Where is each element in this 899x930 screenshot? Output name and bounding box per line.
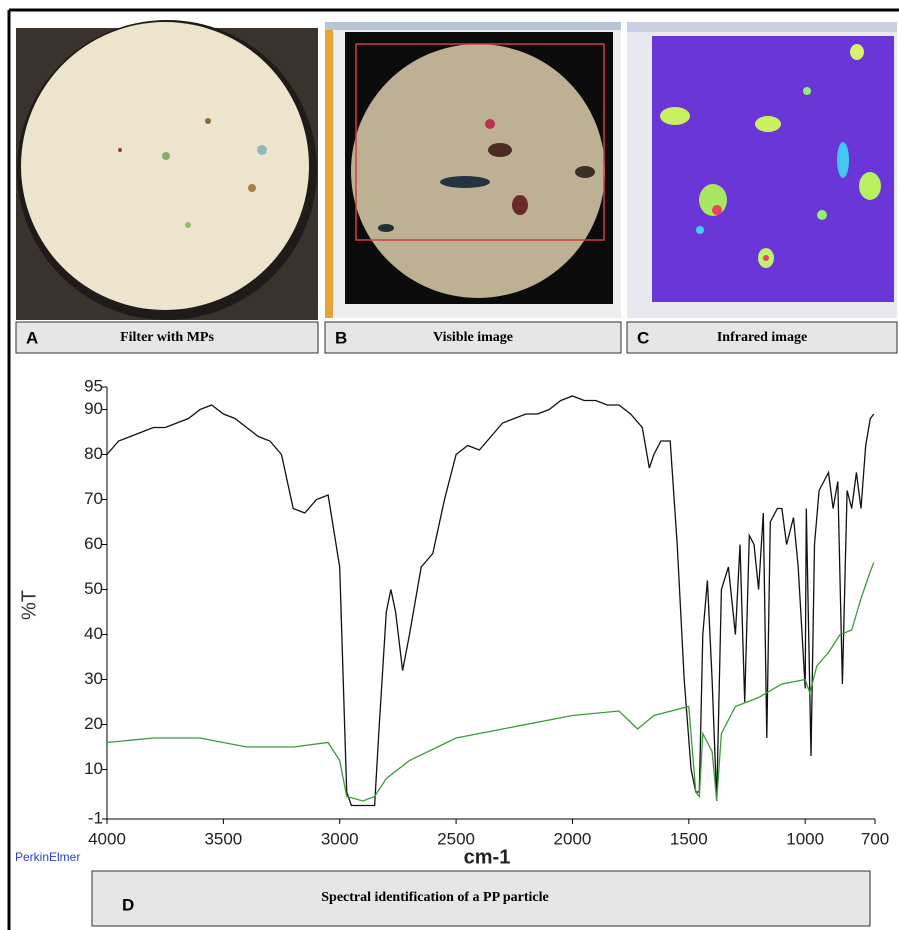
photo-c xyxy=(627,22,897,318)
y-tick-label: 95 xyxy=(84,376,103,395)
x-tick-label: 2000 xyxy=(554,829,592,848)
x-tick-label: 1000 xyxy=(786,829,824,848)
y-tick-label: 50 xyxy=(84,579,103,598)
x-axis-label: cm-1 xyxy=(464,846,511,868)
panel-caption: Filter with MPs xyxy=(120,330,214,345)
panel-caption: Visible image xyxy=(433,330,513,345)
x-tick-label: 4000 xyxy=(88,829,126,848)
caption-box xyxy=(324,321,622,354)
panel-letter: A xyxy=(26,328,38,347)
x-tick-label: 3500 xyxy=(204,829,242,848)
y-tick-label: 60 xyxy=(84,534,103,553)
y-tick-label: -1 xyxy=(88,808,103,827)
x-tick-label: 700 xyxy=(861,829,889,848)
photo-a xyxy=(16,20,318,320)
x-tick-label: 3000 xyxy=(321,829,359,848)
spectrum-line xyxy=(106,562,875,802)
y-tick-label: 70 xyxy=(84,489,103,508)
photo-b xyxy=(325,22,621,318)
caption-box xyxy=(626,321,898,354)
y-tick-label: 40 xyxy=(84,624,103,643)
y-tick-label: 20 xyxy=(84,714,103,733)
chart-caption: Spectral identification of a PP particle xyxy=(321,890,548,905)
panel-letter: D xyxy=(122,895,134,914)
panel-letter: C xyxy=(637,328,649,347)
y-axis-label: %T xyxy=(18,590,40,620)
y-tick-label: 10 xyxy=(84,759,103,778)
caption-box xyxy=(91,870,871,927)
panel-letter: B xyxy=(335,328,347,347)
watermark: PerkinElmer xyxy=(15,850,80,864)
spectrum-chart: -1 10 20 30 40 50 60 70 80 90 95 4000 3500 3000 2500 20… xyxy=(15,376,889,927)
y-tick-label: 90 xyxy=(84,399,103,418)
x-tick-label: 1500 xyxy=(670,829,708,848)
x-tick-label: 2500 xyxy=(437,829,475,848)
panel-caption: Infrared image xyxy=(717,330,807,345)
caption-box xyxy=(15,321,319,354)
y-tick-label: 30 xyxy=(84,669,103,688)
spectrum-line xyxy=(106,395,875,807)
y-tick-label: 80 xyxy=(84,444,103,463)
